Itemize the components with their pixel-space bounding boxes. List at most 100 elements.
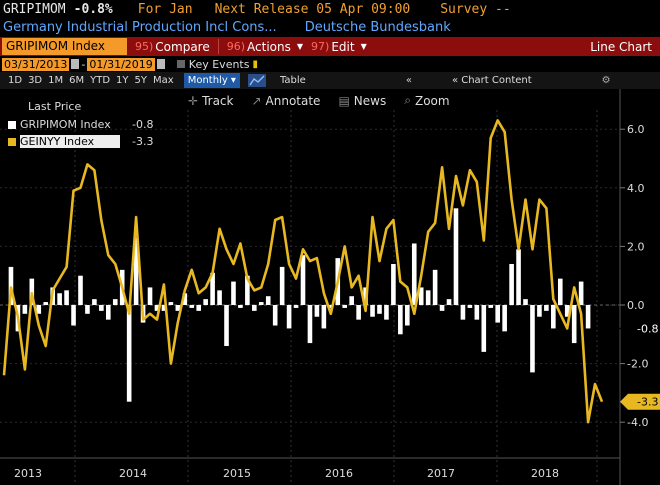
bar xyxy=(405,305,410,326)
bar xyxy=(474,305,480,320)
main-toolbar: GRIPIMOM Index 95) Compare 96) Actions ▼… xyxy=(0,37,660,56)
x-tick-label: 2018 xyxy=(531,467,559,480)
y-tick-label: 4.0 xyxy=(627,182,645,195)
calendar-icon[interactable] xyxy=(156,59,165,69)
x-tick-label: 2014 xyxy=(119,467,147,480)
bar xyxy=(43,302,49,305)
frequency-select[interactable]: Monthly ▾ xyxy=(183,73,240,88)
track-tool[interactable]: Track xyxy=(202,93,234,108)
bar xyxy=(36,305,42,314)
bar xyxy=(342,305,348,308)
x-tick-label: 2017 xyxy=(427,467,455,480)
y-tick-label: -2.0 xyxy=(627,358,648,371)
period-max[interactable]: Max xyxy=(153,75,174,86)
date-separator: - xyxy=(81,57,86,71)
bar xyxy=(126,305,132,402)
bar xyxy=(224,305,229,347)
chart-content-button[interactable]: « Chart Content xyxy=(451,75,532,86)
actions-label: Actions xyxy=(247,39,291,54)
legend-value: -0.8 xyxy=(132,118,154,131)
bar xyxy=(564,305,570,317)
bar xyxy=(481,305,487,352)
bar xyxy=(300,255,306,305)
bar xyxy=(161,305,167,311)
bar xyxy=(314,305,320,317)
bar xyxy=(293,305,299,308)
actions-menu[interactable]: 96) Actions ▼ xyxy=(227,40,303,54)
bar xyxy=(453,208,459,305)
edit-number: 97) xyxy=(311,40,330,53)
bar xyxy=(182,293,188,305)
divider xyxy=(217,39,219,54)
gear-icon[interactable]: ⚙ xyxy=(601,75,611,86)
key-events-checkbox[interactable] xyxy=(176,60,185,68)
security-input[interactable]: GRIPIMOM Index xyxy=(2,38,127,55)
bar xyxy=(495,305,500,323)
bar xyxy=(252,305,257,311)
bar xyxy=(551,305,556,329)
security-header-row: GRIPIMOM -0.8% For Jan Next Release 05 A… xyxy=(0,0,660,18)
bar xyxy=(258,302,264,305)
news-tool[interactable]: News xyxy=(353,93,387,108)
period-1y[interactable]: 1Y xyxy=(116,75,129,86)
bar xyxy=(446,299,452,305)
bar xyxy=(398,305,403,335)
bar xyxy=(265,296,271,305)
bar xyxy=(370,305,375,317)
bar xyxy=(328,305,334,308)
bar xyxy=(210,272,215,305)
edit-menu[interactable]: 97) Edit ▼ xyxy=(311,40,367,54)
y-tick-label: 2.0 xyxy=(627,240,645,253)
bar xyxy=(78,275,83,305)
chevrons-left-icon[interactable]: « xyxy=(405,75,412,86)
chart-type-label[interactable]: Line Chart xyxy=(590,39,652,54)
legend-item[interactable]: GRIPIMOM Index -0.8 xyxy=(8,116,153,133)
bar xyxy=(411,243,417,305)
edit-label: Edit xyxy=(331,39,355,54)
annotate-tool[interactable]: Annotate xyxy=(265,93,321,108)
bar xyxy=(154,305,160,311)
zoom-tool[interactable]: Zoom xyxy=(414,93,450,108)
bar xyxy=(425,290,431,305)
description-row: Germany Industrial Production Incl Cons.… xyxy=(0,18,660,36)
bar xyxy=(8,266,14,305)
period-5y[interactable]: 5Y xyxy=(134,75,148,86)
period-ytd[interactable]: YTD xyxy=(90,75,111,86)
bar xyxy=(418,287,424,305)
news-icon: ▤ xyxy=(338,93,350,108)
last-value-label: -3.3 xyxy=(637,396,658,409)
chart-background xyxy=(0,89,660,485)
bar xyxy=(99,305,104,311)
period-3d[interactable]: 3D xyxy=(28,75,43,86)
period: For Jan xyxy=(137,1,193,17)
compare-button[interactable]: 95) Compare xyxy=(135,40,210,54)
bar xyxy=(231,281,236,305)
period-1d[interactable]: 1D xyxy=(8,75,23,86)
next-release: Next Release 05 Apr 09:00 xyxy=(214,1,411,17)
caret-down-icon: ▼ xyxy=(360,42,367,51)
bar xyxy=(203,299,208,305)
period-1m[interactable]: 1M xyxy=(48,75,64,86)
x-tick-label: 2013 xyxy=(14,467,42,480)
bar xyxy=(133,237,139,305)
compare-label: Compare xyxy=(155,39,210,54)
start-date-input[interactable]: 03/31/2013 xyxy=(2,57,70,71)
bar xyxy=(175,305,181,311)
bar xyxy=(168,302,174,305)
key-events-icon: ▮ xyxy=(252,58,258,70)
bar xyxy=(578,281,584,305)
bar xyxy=(391,263,396,305)
calendar-icon[interactable] xyxy=(71,59,80,69)
legend-swatch xyxy=(8,137,16,146)
caret-down-icon: ▼ xyxy=(296,42,304,51)
period-6m[interactable]: 6M xyxy=(69,75,85,86)
table-button[interactable]: Table xyxy=(279,75,306,86)
bar xyxy=(384,305,389,320)
end-date-input[interactable]: 01/31/2019 xyxy=(87,57,155,71)
legend-item[interactable]: GEINYY Index -3.3 xyxy=(8,133,153,150)
line-chart-icon[interactable] xyxy=(247,74,266,87)
last-value-tag xyxy=(619,319,660,337)
bar xyxy=(71,305,76,326)
bar xyxy=(321,305,327,329)
chart-canvas[interactable]: 6.0 4.0 2.0 0.0 -2.0 -4.0 2013 2014 2015 2016 2017… xyxy=(0,89,660,485)
